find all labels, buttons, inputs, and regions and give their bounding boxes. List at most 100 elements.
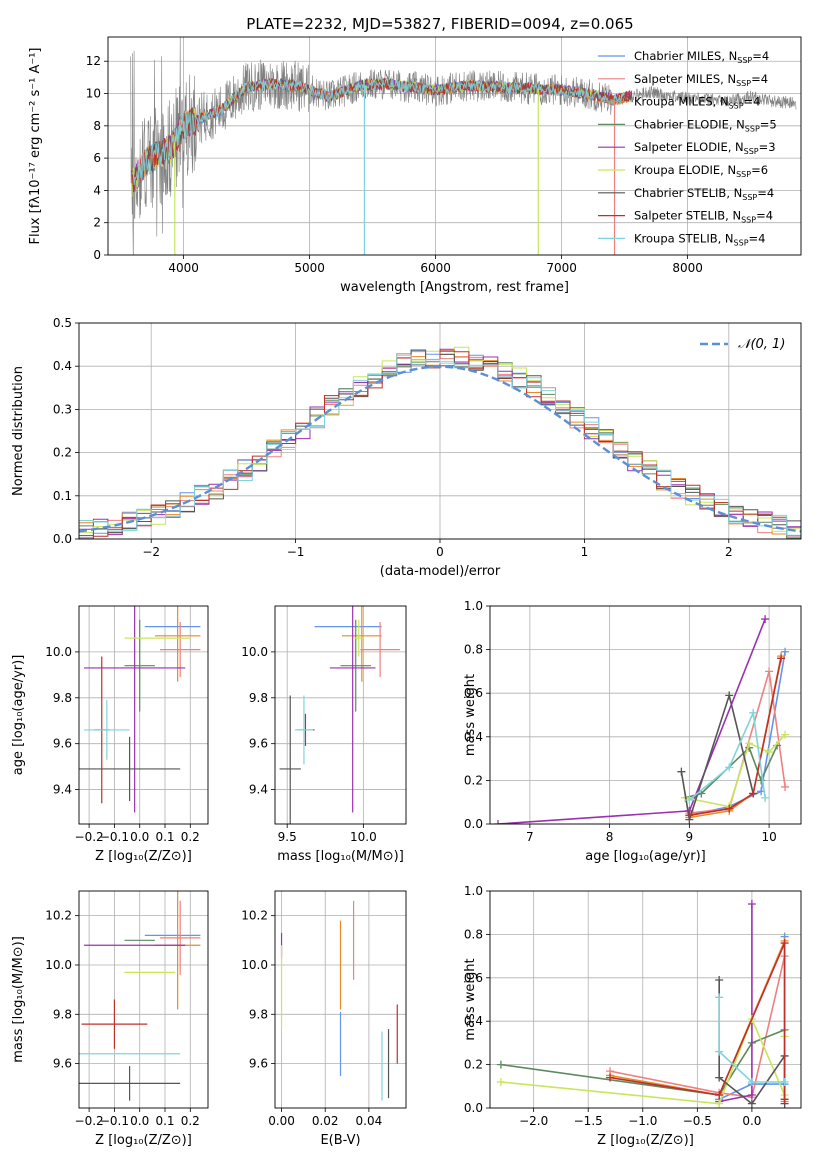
x-tick-label: 6000 [420, 261, 451, 275]
x-tick-label: −2 [142, 545, 160, 559]
y-tick-label: 9.6 [249, 737, 268, 751]
legend-entry: Chabrier STELIB, NSSP=4 [634, 186, 774, 202]
legend-eq: =6 [751, 163, 768, 177]
y-tick-label: 10.0 [241, 958, 268, 972]
x-axis-label: (data-model)/error [380, 564, 501, 579]
weight-marker [781, 647, 790, 656]
x-axis-label: mass [log₁₀(M/M⊙)] [277, 849, 404, 864]
y-tick-label: 0.4 [464, 1014, 483, 1028]
legend-label: Kroupa STELIB, N [634, 231, 734, 245]
x-tick-label: −0.1 [100, 1114, 129, 1128]
y-tick-label: 4 [93, 183, 101, 197]
legend-sub: SSP [736, 79, 751, 88]
weight-marker [747, 1099, 756, 1108]
weight-marker [781, 730, 790, 739]
y-axis-label: age [log₁₀(age/yr)] [11, 655, 26, 776]
legend-label: Salpeter ELODIE, N [634, 140, 744, 154]
legend-sub: SSP [734, 238, 749, 247]
y-axis-label: mass [log₁₀(M/M⊙)] [11, 936, 26, 1063]
axes-frame [489, 605, 802, 825]
x-tick-label: 0.1 [155, 830, 174, 844]
legend-label: Salpeter STELIB, N [634, 209, 741, 223]
x-tick-label: −0.5 [683, 1114, 712, 1128]
axes-frame [78, 605, 209, 825]
legend-eq: =4 [749, 231, 766, 245]
y-tick-label: 0.8 [464, 927, 483, 941]
y-axis-label: Normed distribution [11, 366, 26, 496]
legend-entry: Salpeter MILES, NSSP=4 [634, 72, 768, 88]
weight-marker [765, 667, 774, 676]
plot-area [79, 346, 801, 539]
weight-marker [761, 615, 770, 624]
x-tick-label: 0.0 [130, 1114, 149, 1128]
y-tick-label: 9.4 [53, 783, 72, 797]
weight-marker [749, 789, 758, 798]
weight-marker [747, 1090, 756, 1099]
y-tick-label: 0.0 [464, 817, 483, 831]
y-tick-label: 0.2 [53, 446, 72, 460]
weight-marker [781, 782, 790, 791]
legend-sub: SSP [736, 170, 751, 179]
y-tick-label: 0.5 [53, 316, 72, 330]
x-axis-label: Z [log₁₀(Z/Z⊙)] [597, 1133, 694, 1148]
weight-marker [685, 811, 694, 820]
legend-eq: =4 [752, 49, 769, 63]
weight-line [680, 692, 754, 820]
x-tick-label: 9.5 [278, 830, 297, 844]
normal-curve [79, 365, 801, 533]
legend-entry: Salpeter STELIB, NSSP=4 [634, 209, 773, 225]
weight-marker [606, 1073, 615, 1082]
weight-line [609, 942, 786, 1100]
weight-marker [761, 793, 770, 802]
x-tick-label: 7 [526, 830, 534, 844]
y-tick-label: 8 [93, 119, 101, 133]
x-tick-label: 5000 [294, 261, 325, 275]
legend-entry: Kroupa STELIB, NSSP=4 [634, 231, 765, 247]
x-tick-label: −0.1 [100, 830, 129, 844]
y-tick-label: 0.4 [464, 730, 483, 744]
y-tick-label: 2 [93, 216, 101, 230]
y-tick-label: 0.8 [464, 643, 483, 657]
x-axis-label: wavelength [Angstrom, rest frame] [340, 280, 569, 295]
legend-eq: =5 [760, 117, 777, 131]
legend-label: Kroupa ELODIE, N [634, 163, 736, 177]
panel-weight_vs_age: 7 8 9 10 0.0 0.2 0.4 0.6 0.8 1.0 age [log₁₀(age/yr… [463, 599, 802, 864]
x-axis-label: Z [log₁₀(Z/Z⊙)] [95, 1133, 192, 1148]
weight-marker [715, 993, 724, 1002]
panel-age_vs_Z: −0.2−0.1 0.0 0.1 0.2 9.4 9.6 9.8 10.0 Z [log₁₀(Z… [11, 605, 209, 864]
x-tick-label: 0 [436, 545, 444, 559]
weight-marker [715, 975, 724, 984]
y-tick-label: 9.4 [249, 783, 268, 797]
weight-marker [493, 820, 502, 824]
weight-marker [715, 1073, 724, 1082]
x-tick-label: 8000 [672, 261, 703, 275]
model-spectrum [131, 77, 625, 188]
axes-frame [274, 605, 407, 825]
x-tick-label: 0.1 [155, 1114, 174, 1128]
plot-area [496, 900, 789, 1108]
y-tick-label: 10.0 [241, 645, 268, 659]
x-tick-label: 7000 [546, 261, 577, 275]
legend-entry: Kroupa ELODIE, NSSP=6 [634, 163, 768, 179]
legend-eq: =3 [759, 140, 776, 154]
y-tick-label: 0.6 [464, 686, 483, 700]
panel-weight_vs_Z: −2.0 −1.5 −1.0 −0.5 0.0 0.0 0.2 0.4 0.6 0.8 1.0 Z [… [463, 884, 802, 1148]
panel-age_vs_mass: 9.5 10.0 9.4 9.6 9.8 10.0 mass [log₁₀(M/M⊙)] [241, 605, 407, 864]
plot-area [130, 37, 797, 255]
y-tick-label: 1.0 [464, 884, 483, 898]
weight-marker [749, 708, 758, 717]
x-axis-label: age [log₁₀(age/yr)] [585, 849, 706, 864]
legend-label: Chabrier STELIB, N [634, 186, 742, 200]
weight-marker [715, 1047, 724, 1056]
weight-line [689, 658, 782, 817]
weight-marker [725, 763, 734, 772]
x-axis-label: Z [log₁₀(Z/Z⊙)] [95, 849, 192, 864]
legend-eq: =4 [756, 209, 773, 223]
y-tick-label: 0.2 [464, 1058, 483, 1072]
legend-sub: SSP [737, 56, 752, 65]
y-tick-label: 9.6 [53, 1057, 72, 1071]
y-axis-label: Flux [fλ10⁻¹⁷ erg cm⁻² s⁻¹ A⁻¹] [28, 48, 43, 245]
weight-marker [677, 767, 686, 776]
weight-marker [747, 1077, 756, 1086]
